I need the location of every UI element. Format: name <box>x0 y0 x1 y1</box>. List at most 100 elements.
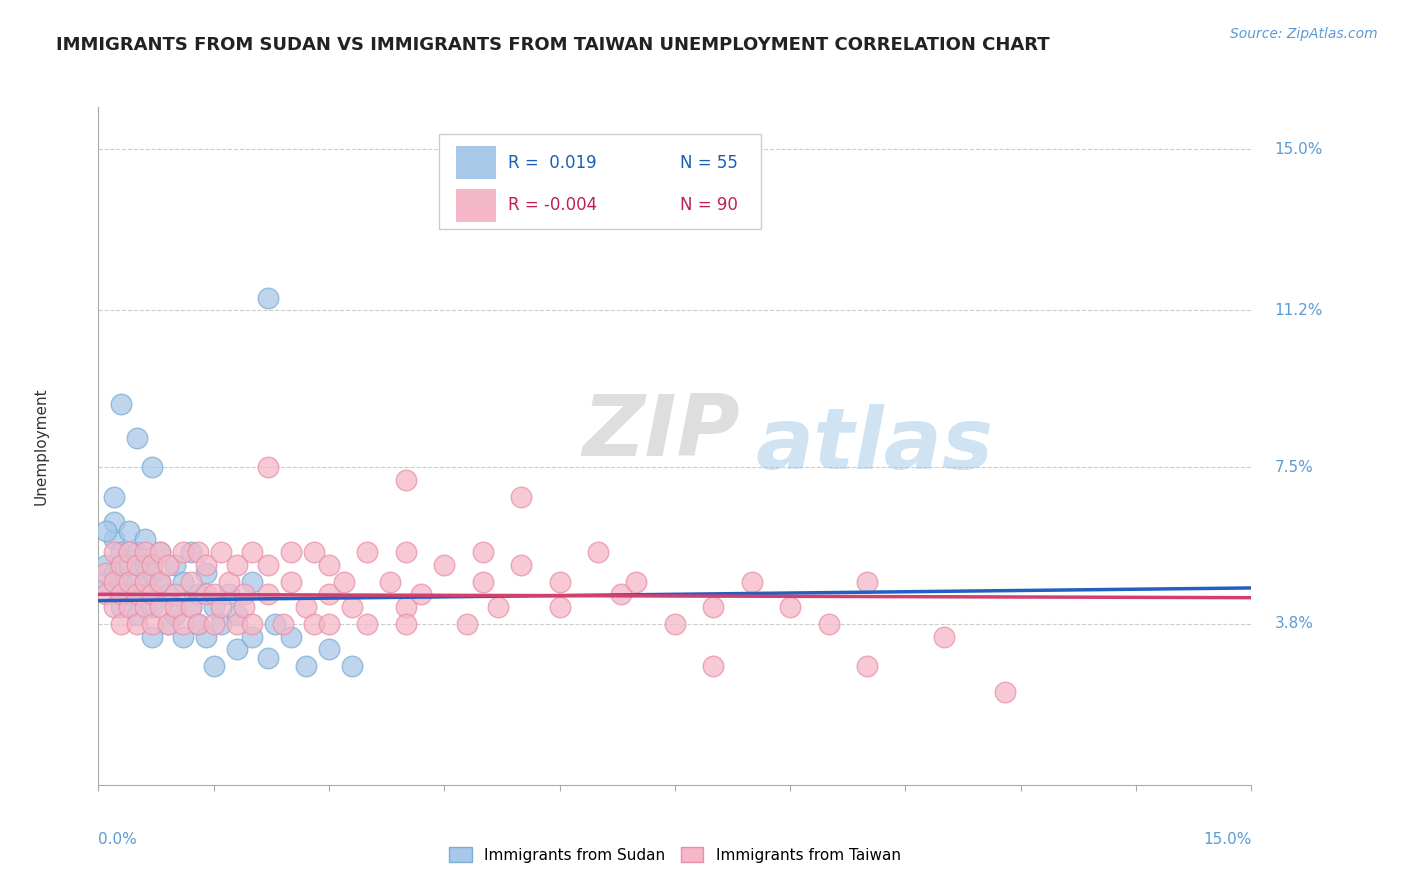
Text: 15.0%: 15.0% <box>1274 142 1323 157</box>
Point <box>134 532 156 546</box>
Point <box>94 524 117 538</box>
Point <box>333 574 356 589</box>
Point <box>187 617 209 632</box>
Point <box>202 659 225 673</box>
Point <box>165 587 187 601</box>
Point <box>486 599 509 614</box>
Point <box>134 599 156 614</box>
Point <box>256 460 278 475</box>
Point <box>103 599 125 614</box>
Point <box>318 587 340 601</box>
Point <box>172 574 194 589</box>
Point <box>395 545 418 559</box>
Point <box>134 587 156 601</box>
Point <box>110 599 132 614</box>
Point <box>395 617 418 632</box>
Point <box>994 685 1017 699</box>
Point <box>156 587 179 601</box>
Point <box>218 574 240 589</box>
Text: IMMIGRANTS FROM SUDAN VS IMMIGRANTS FROM TAIWAN UNEMPLOYMENT CORRELATION CHART: IMMIGRANTS FROM SUDAN VS IMMIGRANTS FROM… <box>56 36 1050 54</box>
Point <box>94 574 117 589</box>
Text: 0.0%: 0.0% <box>98 832 138 847</box>
Point <box>702 659 724 673</box>
Point <box>202 587 225 601</box>
Text: atlas: atlas <box>755 404 994 488</box>
Point <box>195 630 218 644</box>
Point <box>94 558 117 572</box>
Text: 11.2%: 11.2% <box>1274 303 1323 318</box>
Point <box>471 545 494 559</box>
Point <box>180 599 202 614</box>
Point <box>172 630 194 644</box>
Point <box>195 587 218 601</box>
Point <box>103 574 125 589</box>
Point <box>118 558 141 572</box>
Point <box>202 617 225 632</box>
Point <box>510 558 533 572</box>
Point <box>586 545 609 559</box>
Point <box>125 574 148 589</box>
Point <box>264 617 287 632</box>
Point <box>256 558 278 572</box>
Point <box>125 430 148 444</box>
Point <box>340 599 363 614</box>
Text: R =  0.019: R = 0.019 <box>508 153 596 171</box>
Point <box>702 599 724 614</box>
Point <box>280 630 302 644</box>
Point <box>141 566 163 581</box>
Point <box>103 532 125 546</box>
Point <box>141 460 163 475</box>
Point <box>209 599 232 614</box>
Point <box>340 659 363 673</box>
Point <box>118 524 141 538</box>
Point <box>180 599 202 614</box>
Point <box>856 574 879 589</box>
Point <box>456 617 478 632</box>
Point <box>125 558 148 572</box>
Point <box>180 574 202 589</box>
Point <box>172 545 194 559</box>
Point <box>271 617 294 632</box>
Point <box>433 558 456 572</box>
Point <box>280 574 302 589</box>
Point <box>149 574 172 589</box>
Point <box>856 659 879 673</box>
Text: N = 90: N = 90 <box>681 196 738 214</box>
FancyBboxPatch shape <box>456 189 496 221</box>
Point <box>302 545 325 559</box>
Point <box>256 651 278 665</box>
Point <box>110 545 132 559</box>
Point <box>395 473 418 487</box>
Point <box>295 659 318 673</box>
Point <box>149 545 172 559</box>
Point <box>187 617 209 632</box>
Point <box>225 642 247 657</box>
Point <box>318 642 340 657</box>
Point <box>110 396 132 410</box>
Text: 3.8%: 3.8% <box>1274 616 1313 632</box>
Point <box>233 599 256 614</box>
Point <box>240 617 263 632</box>
Point <box>118 545 141 559</box>
Point <box>149 574 172 589</box>
Point <box>149 599 172 614</box>
Point <box>118 599 141 614</box>
Point <box>225 608 247 623</box>
Text: N = 55: N = 55 <box>681 153 738 171</box>
Point <box>110 558 132 572</box>
Point <box>395 599 418 614</box>
Point <box>110 587 132 601</box>
Point <box>94 587 117 601</box>
Point <box>626 574 648 589</box>
FancyBboxPatch shape <box>456 146 496 179</box>
Point <box>218 587 240 601</box>
Point <box>202 599 225 614</box>
Point <box>172 617 194 632</box>
Point <box>110 617 132 632</box>
Point <box>156 617 179 632</box>
Point <box>165 599 187 614</box>
Point <box>225 617 247 632</box>
Point <box>664 617 686 632</box>
Point <box>741 574 763 589</box>
Point <box>134 545 156 559</box>
